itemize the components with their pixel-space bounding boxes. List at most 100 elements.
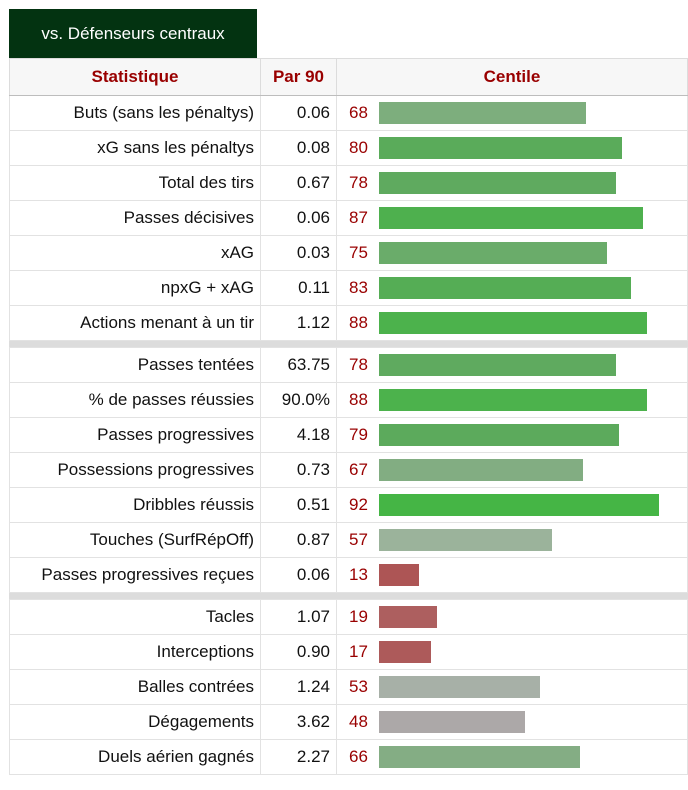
percentile-bar-track bbox=[379, 641, 683, 663]
percentile-value: 78 bbox=[349, 173, 368, 192]
percentile-value: 57 bbox=[349, 530, 368, 549]
percentile-cell: 78 bbox=[336, 347, 688, 383]
percentile-value: 75 bbox=[349, 243, 368, 262]
table-row: Passes décisives 0.06 87 bbox=[9, 200, 688, 236]
table-row: Dribbles réussis 0.51 92 bbox=[9, 487, 688, 523]
per90-value: 0.06 bbox=[260, 200, 337, 236]
stat-name: Passes tentées bbox=[9, 347, 261, 383]
stat-name: Interceptions bbox=[9, 634, 261, 670]
per90-value: 0.08 bbox=[260, 130, 337, 166]
percentile-value: 79 bbox=[349, 425, 368, 444]
table-row: Possessions progressives 0.73 67 bbox=[9, 452, 688, 488]
per90-value: 0.87 bbox=[260, 522, 337, 558]
header-per90: Par 90 bbox=[260, 58, 337, 96]
stat-name: Buts (sans les pénaltys) bbox=[9, 95, 261, 131]
per90-value: 1.07 bbox=[260, 599, 337, 635]
header-percentile: Centile bbox=[336, 58, 688, 96]
comparison-tab[interactable]: vs. Défenseurs centraux bbox=[9, 9, 257, 58]
table-row: % de passes réussies 90.0% 88 bbox=[9, 382, 688, 418]
percentile-value: 53 bbox=[349, 677, 368, 696]
percentile-value: 88 bbox=[349, 313, 368, 332]
per90-value: 0.67 bbox=[260, 165, 337, 201]
stat-name: Balles contrées bbox=[9, 669, 261, 705]
stat-name: Dribbles réussis bbox=[9, 487, 261, 523]
percentile-cell: 57 bbox=[336, 522, 688, 558]
stat-name: npxG + xAG bbox=[9, 270, 261, 306]
percentile-value: 13 bbox=[349, 565, 368, 584]
percentile-value: 17 bbox=[349, 642, 368, 661]
percentile-bar-track bbox=[379, 354, 683, 376]
table-row: Balles contrées 1.24 53 bbox=[9, 669, 688, 705]
percentile-cell: 79 bbox=[336, 417, 688, 453]
percentile-bar bbox=[379, 137, 622, 159]
percentile-bar-track bbox=[379, 606, 683, 628]
percentile-bar bbox=[379, 746, 580, 768]
percentile-bar bbox=[379, 606, 437, 628]
per90-value: 1.12 bbox=[260, 305, 337, 341]
percentile-cell: 67 bbox=[336, 452, 688, 488]
percentile-cell: 53 bbox=[336, 669, 688, 705]
percentile-bar-track bbox=[379, 277, 683, 299]
group-separator bbox=[9, 340, 688, 348]
table-row: xG sans les pénaltys 0.08 80 bbox=[9, 130, 688, 166]
comparison-tab-label: vs. Défenseurs centraux bbox=[41, 23, 225, 43]
table-row: Total des tirs 0.67 78 bbox=[9, 165, 688, 201]
per90-value: 0.51 bbox=[260, 487, 337, 523]
per90-value: 63.75 bbox=[260, 347, 337, 383]
table-row: Interceptions 0.90 17 bbox=[9, 634, 688, 670]
percentile-bar-track bbox=[379, 746, 683, 768]
percentile-value: 88 bbox=[349, 390, 368, 409]
percentile-value: 67 bbox=[349, 460, 368, 479]
per90-value: 0.90 bbox=[260, 634, 337, 670]
stat-name: Passes décisives bbox=[9, 200, 261, 236]
percentile-value: 19 bbox=[349, 607, 368, 626]
per90-value: 90.0% bbox=[260, 382, 337, 418]
per90-value: 4.18 bbox=[260, 417, 337, 453]
percentile-value: 68 bbox=[349, 103, 368, 122]
percentile-bar-track bbox=[379, 172, 683, 194]
percentile-bar-track bbox=[379, 494, 683, 516]
table-row: Dégagements 3.62 48 bbox=[9, 704, 688, 740]
percentile-cell: 78 bbox=[336, 165, 688, 201]
per90-value: 0.73 bbox=[260, 452, 337, 488]
stat-name: Touches (SurfRépOff) bbox=[9, 522, 261, 558]
percentile-bar bbox=[379, 529, 552, 551]
percentile-bar-track bbox=[379, 102, 683, 124]
percentile-bar bbox=[379, 564, 419, 586]
percentile-bar-track bbox=[379, 564, 683, 586]
percentile-cell: 17 bbox=[336, 634, 688, 670]
percentile-bar bbox=[379, 172, 616, 194]
separator-cell bbox=[9, 340, 688, 348]
table-header-row: Statistique Par 90 Centile bbox=[9, 58, 688, 96]
stat-name: Dégagements bbox=[9, 704, 261, 740]
percentile-cell: 66 bbox=[336, 739, 688, 775]
percentile-cell: 75 bbox=[336, 235, 688, 271]
percentile-bar-track bbox=[379, 676, 683, 698]
stat-name: Passes progressives bbox=[9, 417, 261, 453]
percentile-value: 78 bbox=[349, 355, 368, 374]
per90-value: 2.27 bbox=[260, 739, 337, 775]
table-row: Buts (sans les pénaltys) 0.06 68 bbox=[9, 95, 688, 131]
per90-value: 1.24 bbox=[260, 669, 337, 705]
table-row: Touches (SurfRépOff) 0.87 57 bbox=[9, 522, 688, 558]
percentile-bar bbox=[379, 459, 583, 481]
per90-value: 0.03 bbox=[260, 235, 337, 271]
percentile-bar-track bbox=[379, 137, 683, 159]
table-row: Passes progressives reçues 0.06 13 bbox=[9, 557, 688, 593]
stat-name: Actions menant à un tir bbox=[9, 305, 261, 341]
percentile-value: 66 bbox=[349, 747, 368, 766]
separator-cell bbox=[9, 592, 688, 600]
percentile-value: 92 bbox=[349, 495, 368, 514]
stat-name: Tacles bbox=[9, 599, 261, 635]
percentile-bar bbox=[379, 389, 647, 411]
percentile-cell: 80 bbox=[336, 130, 688, 166]
percentile-bar bbox=[379, 312, 647, 334]
stat-name: % de passes réussies bbox=[9, 382, 261, 418]
table-row: Tacles 1.07 19 bbox=[9, 599, 688, 635]
scouting-report-table: Statistique Par 90 Centile Buts (sans le… bbox=[9, 58, 688, 775]
percentile-bar-track bbox=[379, 711, 683, 733]
stat-name: Passes progressives reçues bbox=[9, 557, 261, 593]
percentile-cell: 48 bbox=[336, 704, 688, 740]
percentile-value: 48 bbox=[349, 712, 368, 731]
percentile-bar-track bbox=[379, 389, 683, 411]
